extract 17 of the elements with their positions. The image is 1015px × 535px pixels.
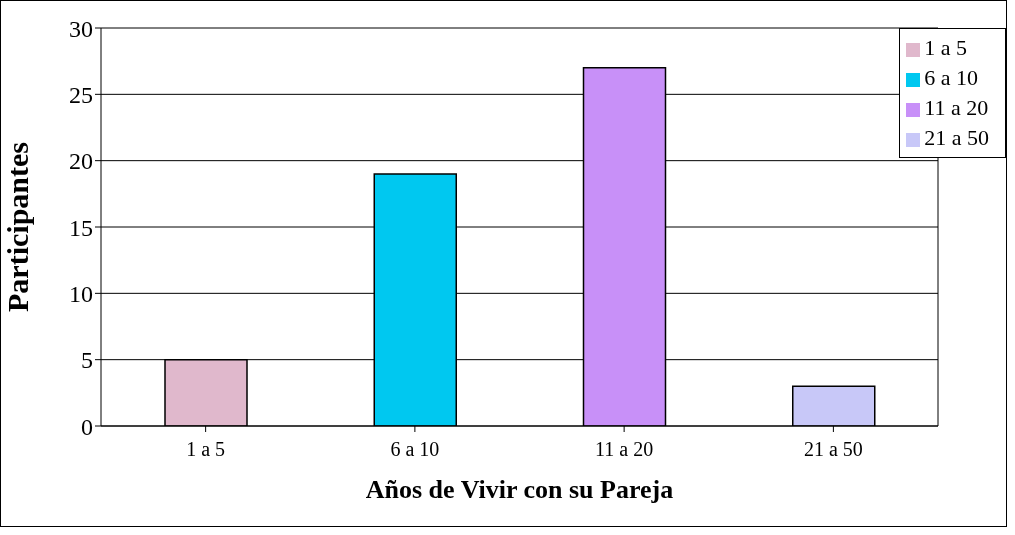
y-tick-label: 20 <box>69 148 93 175</box>
y-tick-label: 30 <box>69 15 93 42</box>
x-tick-label: 21 a 50 <box>803 438 863 461</box>
y-tick-label: 10 <box>69 280 93 307</box>
x-axis-title: Años de Vivir con su Pareja <box>365 475 674 504</box>
legend-label: 1 a 5 <box>924 35 967 60</box>
x-tick-label: 6 a 10 <box>390 438 440 461</box>
y-axis-title: Participantes <box>0 142 34 312</box>
x-tick-label: 1 a 5 <box>186 438 226 461</box>
legend-label: 21 a 50 <box>924 125 989 150</box>
legend-label: 6 a 10 <box>924 65 978 90</box>
y-tick-label: 15 <box>69 214 93 241</box>
x-tick-label: 11 a 20 <box>595 438 654 461</box>
y-tick-label: 0 <box>81 413 93 440</box>
legend-label: 11 a 20 <box>924 95 989 120</box>
y-tick-label: 25 <box>69 81 93 108</box>
y-tick-label: 5 <box>81 347 93 374</box>
